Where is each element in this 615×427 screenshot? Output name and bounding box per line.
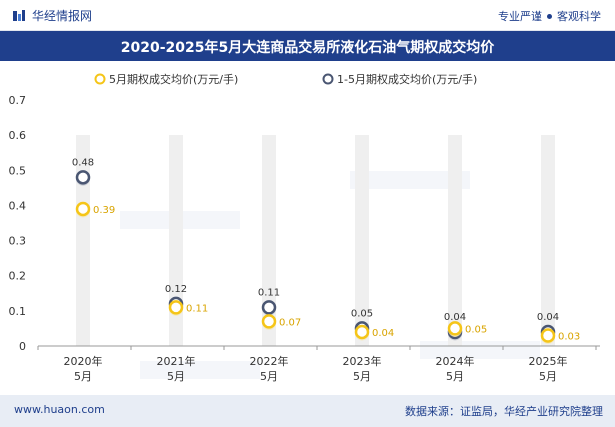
data-label-series1: 0.03 xyxy=(558,331,580,342)
x-tick-label: 2025年 5月 xyxy=(529,354,568,383)
data-label-series1: 0.39 xyxy=(93,205,115,216)
column-bg-5 xyxy=(541,135,555,346)
point-series1 xyxy=(447,321,463,336)
point-series1 xyxy=(354,324,370,340)
y-tick-label: 0.4 xyxy=(9,199,27,212)
slogan-right: 客观科学 xyxy=(557,10,601,23)
column-bg-1 xyxy=(169,135,183,346)
legend: 5月期权成交均价(万元/手) 1-5月期权成交均价(万元/手) xyxy=(94,72,477,86)
logo-icon xyxy=(13,9,25,21)
footer: www.huaon.com 数据来源：证监局，华经产业研究院整理 xyxy=(0,395,615,427)
data-label-series1: 0.05 xyxy=(465,324,487,335)
y-tick-label: 0.1 xyxy=(9,305,27,318)
data-label-series1: 0.04 xyxy=(372,328,394,339)
brand: 华经情报网 xyxy=(12,7,92,24)
x-tick-label: 2022年 5月 xyxy=(250,354,289,383)
data-points: 0.480.390.120.110.110.070.050.040.040.05… xyxy=(72,157,580,344)
brand-name: 华经情报网 xyxy=(32,9,93,23)
y-tick-label: 0.7 xyxy=(9,94,27,107)
slogan-left: 专业严谨 xyxy=(498,10,542,23)
legend-marker-1 xyxy=(322,73,334,85)
y-tick-label: 0.6 xyxy=(9,129,27,142)
top-bar: 华经情报网 专业严谨 客观科学 xyxy=(0,0,615,31)
x-tick-label: 2024年 5月 xyxy=(436,354,475,383)
chart-title: 2020-2025年5月大连商品交易所液化石油气期权成交均价 xyxy=(120,40,495,56)
x-axis: 2020年 5月 2021年 5月 2022年 5月 2023年 5月 2024年 5月 2025年… xyxy=(37,345,600,383)
data-label-series2: 0.12 xyxy=(165,284,187,295)
column-bg-0 xyxy=(76,135,90,346)
category-columns xyxy=(76,135,555,346)
data-label-series1: 0.07 xyxy=(279,317,301,328)
y-axis: 0 0.1 0.2 0.3 0.4 0.5 0.6 0.7 xyxy=(9,94,27,353)
point-series1 xyxy=(261,314,277,329)
legend-label-1: 1-5月期权成交均价(万元/手) xyxy=(337,72,477,86)
legend-label-0: 5月期权成交均价(万元/手) xyxy=(109,72,238,86)
x-tick-label: 2023年 5月 xyxy=(343,354,382,383)
dot-icon xyxy=(547,13,552,19)
watermark-3 xyxy=(140,361,260,379)
data-label-series1: 0.11 xyxy=(186,303,208,314)
point-series1 xyxy=(540,328,556,343)
column-bg-3 xyxy=(355,135,369,346)
title-bar: 2020-2025年5月大连商品交易所液化石油气期权成交均价 xyxy=(0,31,615,61)
point-series2 xyxy=(75,170,91,185)
watermark-1 xyxy=(350,171,470,189)
point-series1 xyxy=(168,300,184,315)
footer-source: 数据来源：证监局，华经产业研究院整理 xyxy=(405,405,603,418)
slogan: 专业严谨 客观科学 xyxy=(498,8,601,24)
data-label-series2: 0.04 xyxy=(444,312,466,323)
y-tick-label: 0 xyxy=(19,340,26,353)
chart: 5月期权成交均价(万元/手) 1-5月期权成交均价(万元/手) 0 0.1 0.2 0.… xyxy=(9,72,600,383)
column-bg-2 xyxy=(262,135,276,346)
y-tick-label: 0.2 xyxy=(9,270,27,283)
data-label-series2: 0.04 xyxy=(537,312,559,323)
data-label-series2: 0.11 xyxy=(258,287,280,298)
point-series1 xyxy=(75,201,91,217)
data-label-series2: 0.05 xyxy=(351,308,373,319)
data-label-series2: 0.48 xyxy=(72,157,94,168)
footer-site: www.huaon.com xyxy=(14,403,105,416)
legend-marker-0 xyxy=(94,73,106,85)
y-tick-label: 0.3 xyxy=(9,235,27,248)
column-bg-4 xyxy=(448,135,462,346)
point-series2 xyxy=(261,300,277,315)
y-tick-label: 0.5 xyxy=(9,164,27,177)
x-tick-label: 2021年 5月 xyxy=(157,354,196,383)
x-tick-label: 2020年 5月 xyxy=(64,354,103,383)
